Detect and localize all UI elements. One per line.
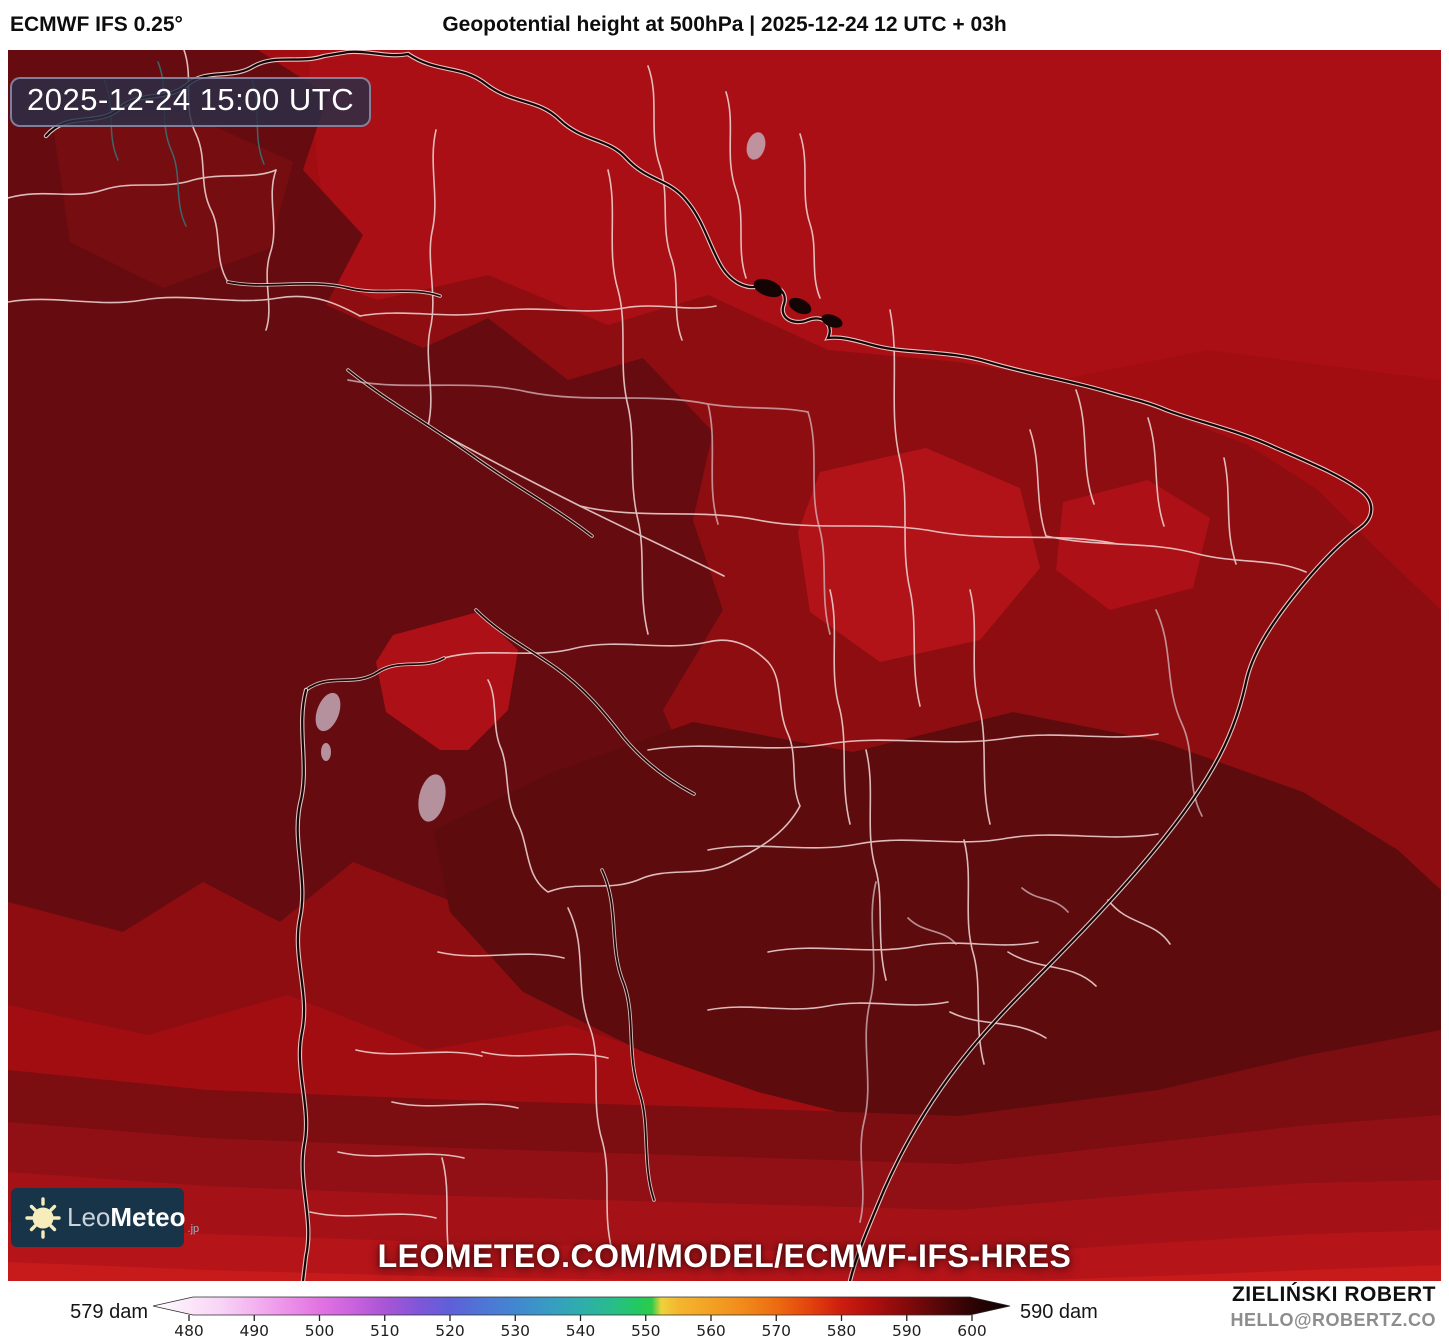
map-canvas: [8, 50, 1441, 1281]
geopotential-shading: [8, 50, 1441, 1281]
colorbar-ticks: 480 490 500 510 520 530 540 550 560 570 580 590 600: [174, 1315, 987, 1338]
author-name: ZIELIŃSKI ROBERT: [1231, 1283, 1436, 1306]
author-contact: HELLO@ROBERTZ.CO: [1230, 1310, 1436, 1330]
state-borders: [8, 50, 1307, 1269]
colorbar-tick-label: 570: [761, 1322, 791, 1338]
credits-block: ZIELIŃSKI ROBERT HELLO@ROBERTZ.CO: [1230, 1283, 1436, 1331]
colorbar-tick-label: 600: [957, 1322, 987, 1338]
header-bar: ECMWF IFS 0.25° Geopotential height at 5…: [0, 0, 1449, 50]
colorbar-tick-label: 490: [239, 1322, 269, 1338]
colorbar-tick-label: 500: [305, 1322, 335, 1338]
amazon-delta-islands: [753, 278, 843, 328]
colorbar-max-annotation: 590 dam: [1020, 1301, 1098, 1323]
country-borders: [226, 280, 696, 1202]
weather-map: 2025-12-24 15:00 UTC LeoMeteo .jp: [8, 50, 1441, 1281]
leometeo-logo: LeoMeteo .jp: [11, 1188, 199, 1247]
sun-icon: [25, 1196, 61, 1239]
coastline: [43, 50, 1374, 1281]
logo-tld: .jp: [187, 1223, 200, 1235]
page-title: Geopotential height at 500hPa | 2025-12-…: [442, 13, 1007, 36]
colorbar-tick-label: 550: [631, 1322, 661, 1338]
colorbar-tick-label: 590: [892, 1322, 922, 1338]
colorbar-tick-label: 520: [435, 1322, 465, 1338]
colorbar-tick-label: 480: [174, 1322, 204, 1338]
colorbar-tick-label: 530: [500, 1322, 530, 1338]
rivers: [103, 61, 1203, 1223]
colorbar-tick-label: 510: [370, 1322, 400, 1338]
colorbar-tick-label: 560: [696, 1322, 726, 1338]
colorbar-tick-label: 540: [566, 1322, 596, 1338]
timestamp-box: 2025-12-24 15:00 UTC: [10, 77, 372, 127]
colorbar-min-annotation: 579 dam: [70, 1301, 148, 1323]
colorbar-tick-label: 580: [827, 1322, 857, 1338]
colorbar-svg: 480 490 500 510 520 530 540 550 560 570 580 590 600: [152, 1296, 1011, 1338]
logo-text: LeoMeteo: [67, 1202, 186, 1232]
model-label: ECMWF IFS 0.25°: [10, 13, 183, 36]
colorbar-gradient-bar: [152, 1296, 1011, 1316]
watermark-url: LEOMETEO.COM/MODEL/ECMWF-IFS-HRES: [377, 1238, 1072, 1274]
